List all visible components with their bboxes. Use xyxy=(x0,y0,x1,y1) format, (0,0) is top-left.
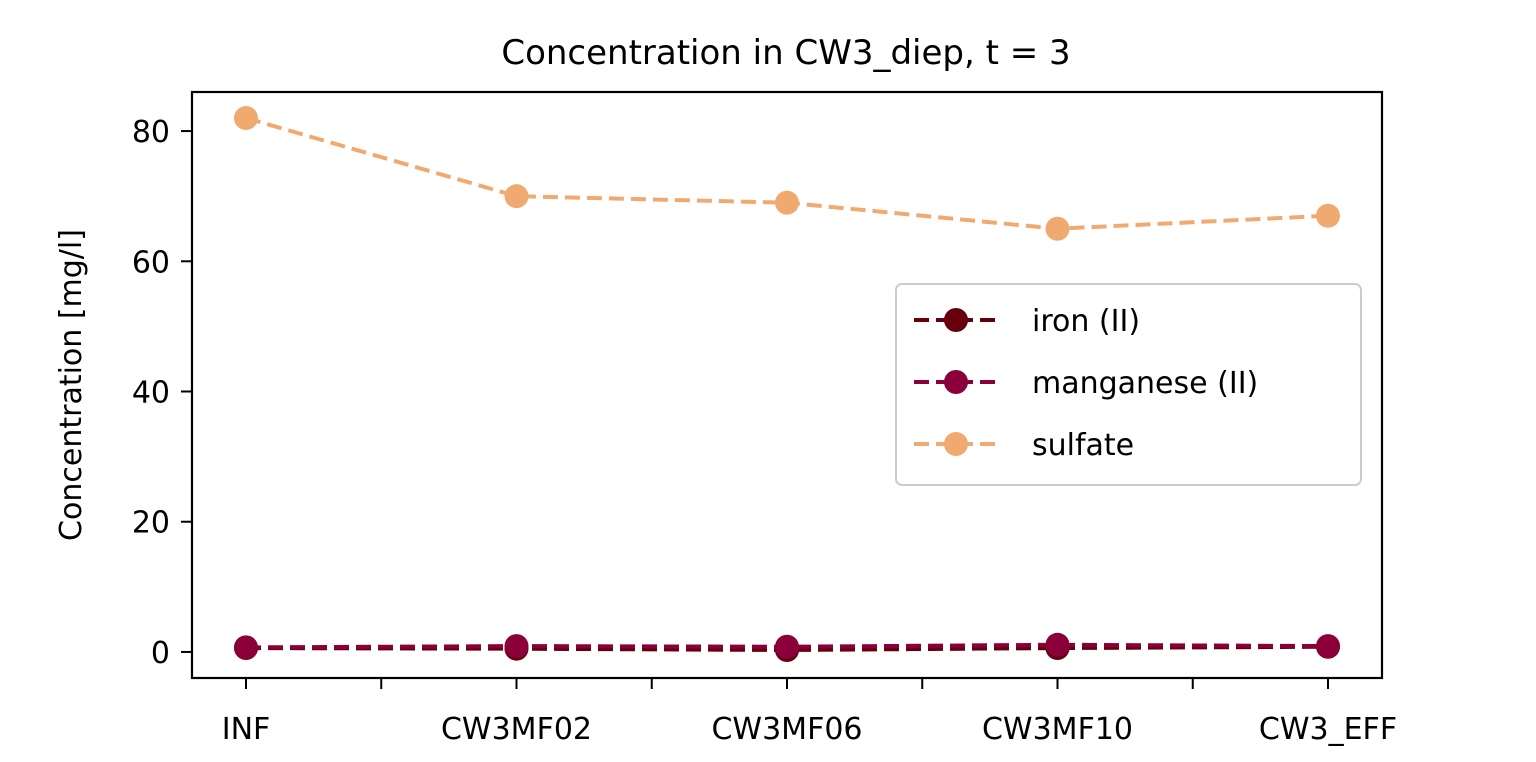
legend-item: iron (II) xyxy=(914,304,1140,339)
legend-marker xyxy=(944,370,968,394)
y-tick-label: 80 xyxy=(132,115,170,150)
legend-item: manganese (II) xyxy=(914,366,1258,401)
y-axis-label: Concentration [mg/l] xyxy=(54,229,89,541)
x-tick-label: INF xyxy=(222,712,271,747)
legend-label: manganese (II) xyxy=(1032,366,1258,401)
y-tick-label: 60 xyxy=(132,245,170,280)
legend-frame xyxy=(895,283,1362,486)
data-point xyxy=(775,190,799,215)
data-point xyxy=(775,634,799,659)
data-point xyxy=(234,106,258,131)
data-point xyxy=(1316,203,1340,228)
legend-marker xyxy=(944,432,968,456)
y-tick-label: 40 xyxy=(132,376,170,411)
chart-title: Concentration in CW3_diep, t = 3 xyxy=(501,33,1070,73)
data-point xyxy=(504,634,529,659)
y-tick-label: 20 xyxy=(132,506,170,541)
legend-marker xyxy=(944,308,968,332)
legend-label: sulfate xyxy=(1032,428,1134,463)
x-tick-label: CW3_EFF xyxy=(1259,712,1397,747)
data-point xyxy=(1316,634,1340,659)
data-point xyxy=(504,184,529,209)
plot-marks xyxy=(234,106,1340,663)
x-tick-label: CW3MF06 xyxy=(711,712,862,747)
legend-item: sulfate xyxy=(914,428,1134,463)
data-point xyxy=(1045,632,1070,657)
data-point xyxy=(1045,216,1070,241)
legend-label: iron (II) xyxy=(1032,304,1140,339)
legend: iron (II) manganese (II) sulfate xyxy=(895,283,1362,486)
data-point xyxy=(234,635,258,660)
x-tick-label: CW3MF10 xyxy=(982,712,1133,747)
y-tick-label: 0 xyxy=(151,636,170,671)
series-sulfate xyxy=(234,106,1340,241)
x-tick-label: CW3MF02 xyxy=(441,712,592,747)
axes: INF CW3MF02 CW3MF06 CW3MF10 CW3_EFF 0 20 40 60 80 xyxy=(132,115,1397,747)
series-manganese-ii xyxy=(234,632,1340,660)
